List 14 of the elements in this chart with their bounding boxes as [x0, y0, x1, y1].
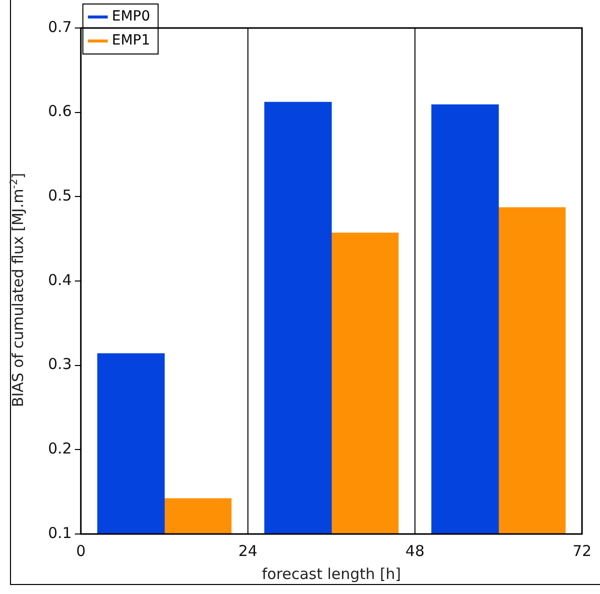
y-tick-label: 0.6	[48, 102, 72, 120]
y-tick-label: 0.5	[48, 186, 72, 205]
x-axis-title: forecast length [h]	[262, 564, 402, 583]
y-tick-label: 0.2	[48, 440, 72, 458]
legend-label: EMP1	[112, 32, 150, 49]
legend-label: EMP0	[112, 8, 150, 25]
x-tick-label: 0	[76, 542, 86, 560]
x-tick-label: 72	[572, 542, 592, 560]
y-tick-label: 0.3	[48, 355, 72, 374]
x-tick-label: 24	[238, 542, 258, 560]
x-tick-label: 48	[405, 542, 424, 560]
y-tick-label: 0.7	[48, 18, 72, 36]
y-tick-label: 0.4	[48, 270, 72, 289]
y-tick-label: 0.1	[48, 524, 72, 542]
